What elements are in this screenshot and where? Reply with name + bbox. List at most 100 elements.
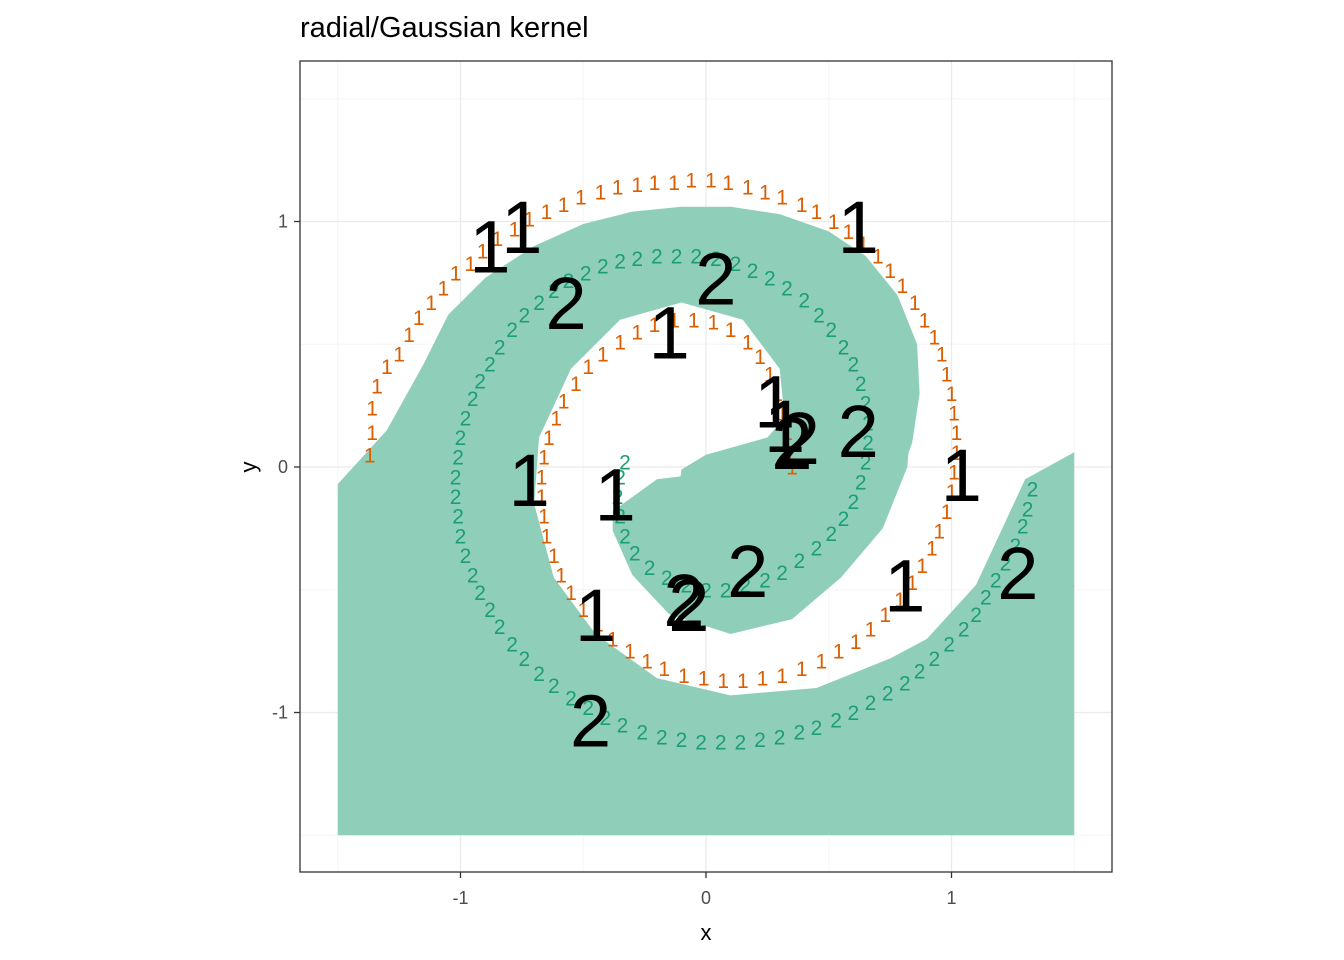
data-point: 1 [364,444,376,467]
data-point: 2 [865,692,877,715]
data-point: 2 [695,732,707,755]
data-point: 1 [936,344,948,367]
data-point: 1 [450,263,462,286]
data-point: 1 [757,668,769,691]
data-point: 2 [506,633,518,656]
data-point: 2 [1022,498,1034,521]
data-point: 1 [698,668,710,691]
data-point: 1 [565,582,577,605]
data-point: 2 [619,525,631,548]
data-point: 1 [550,407,562,430]
data-point: 1 [649,172,661,195]
data-point: 2 [1027,479,1039,502]
support-vector-point: 1 [469,206,510,289]
data-point: 1 [464,253,476,276]
data-point: 1 [717,670,729,693]
data-point: 1 [685,169,697,192]
y-axis-label: y [236,462,261,473]
data-point: 1 [879,604,891,627]
data-point: 2 [582,697,594,720]
data-point: 2 [484,353,496,376]
data-point: 2 [460,407,472,430]
data-point: 2 [533,292,545,315]
data-point: 2 [548,675,560,698]
decision-region-class-2-inner [612,319,913,634]
data-point: 2 [980,587,992,610]
data-point: 1 [595,182,607,205]
support-vector-point: 1 [509,439,550,522]
data-point: 1 [624,641,636,664]
data-point: 2 [759,569,771,592]
data-point: 2 [455,427,467,450]
data-point: 2 [813,304,825,327]
data-point: 2 [467,388,479,411]
x-tick-label: -1 [452,888,468,908]
data-point: 1 [786,457,798,480]
data-point: 1 [688,309,700,332]
x-tick-label: 0 [701,888,711,908]
support-vector-point: 2 [545,262,586,345]
data-point: 1 [857,233,869,256]
data-point: 2 [474,582,486,605]
data-point: 1 [843,221,855,244]
decision-region [337,206,1075,836]
support-vector-point: 1 [764,385,805,468]
y-axis-ticks: -1 0 1 [272,212,300,723]
data-point: 2 [467,565,479,588]
data-point: 1 [558,194,570,217]
support-vector-point: 1 [838,186,879,269]
data-point: 1 [403,324,415,347]
data-point: 2 [811,538,823,561]
data-point: 1 [592,614,604,637]
data-point: 2 [484,599,496,622]
data-point: 1 [437,277,449,300]
support-vector-point: 2 [695,238,736,321]
data-point: 2 [793,722,805,745]
data-point: 1 [668,309,680,332]
data-point: 2 [700,579,712,602]
data-point: 2 [563,270,575,293]
data-point: 2 [847,702,859,725]
data-point: 1 [477,241,489,264]
data-point: 2 [614,506,626,529]
support-vector-point: 1 [884,544,925,627]
data-point: 1 [725,319,737,342]
data-point: 2 [825,319,837,342]
data-point: 1 [658,658,670,681]
x-axis-ticks: -1 0 1 [452,872,957,908]
data-point: 2 [614,466,626,489]
data-point: 2 [830,709,842,732]
x-axis-label: x [701,920,712,945]
data-point: 1 [771,383,783,406]
data-point: 1 [614,331,626,354]
data-point: 1 [631,174,643,197]
data-point: 2 [747,260,759,283]
data-point: 1 [951,442,963,465]
data-point: 1 [884,260,896,283]
data-point: 2 [452,447,464,470]
data-point: 2 [631,248,643,271]
data-point: 2 [811,717,823,740]
support-vector-point: 2 [997,532,1038,615]
data-point: 2 [793,550,805,573]
data-point: 1 [919,309,931,332]
data-point: 1 [678,665,690,688]
data-point: 2 [494,616,506,639]
data-point: 2 [612,486,624,509]
data-point: 2 [1000,552,1012,575]
data-point: 1 [865,619,877,642]
data-point: 1 [894,589,906,612]
data-point: 1 [933,520,945,543]
data-point: 2 [629,542,641,565]
support-vector-point: 2 [663,559,704,642]
data-point: 1 [631,322,643,345]
data-point: 2 [681,574,693,597]
y-tick-label: 1 [278,212,288,232]
data-point: 1 [371,376,383,399]
data-point: 1 [538,506,550,529]
data-point: 2 [899,673,911,696]
data-point: 2 [671,245,683,268]
y-tick-label: 0 [278,457,288,477]
data-point: 2 [565,687,577,710]
